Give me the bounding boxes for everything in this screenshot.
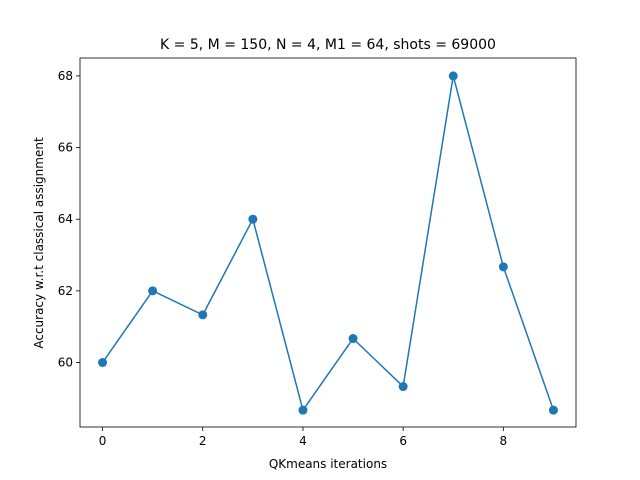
y-tick-label: 66: [58, 141, 73, 155]
y-tick-label: 60: [58, 356, 73, 370]
data-point: [148, 286, 158, 296]
data-point: [348, 334, 358, 344]
data-point: [498, 262, 508, 272]
x-tick-label: 6: [399, 434, 407, 448]
x-tick-label: 2: [199, 434, 207, 448]
data-point: [548, 405, 558, 415]
chart-title: K = 5, M = 150, N = 4, M1 = 64, shots = …: [160, 37, 496, 53]
data-point: [98, 358, 108, 368]
y-tick-label: 62: [58, 284, 73, 298]
x-axis-title: QKmeans iterations: [269, 457, 387, 471]
x-tick-label: 4: [299, 434, 307, 448]
data-point: [448, 71, 458, 81]
x-tick-label: 0: [99, 434, 107, 448]
y-axis-title: Accuracy w.r.t classical assignment: [32, 137, 46, 349]
data-point: [398, 382, 408, 392]
x-tick-label: 8: [500, 434, 508, 448]
axes-frame: [79, 57, 577, 428]
series-line: [101, 75, 555, 411]
data-point: [198, 310, 208, 320]
data-point: [298, 405, 308, 415]
y-tick-label: 68: [58, 69, 73, 83]
data-point: [248, 214, 258, 224]
y-tick-label: 64: [58, 212, 73, 226]
